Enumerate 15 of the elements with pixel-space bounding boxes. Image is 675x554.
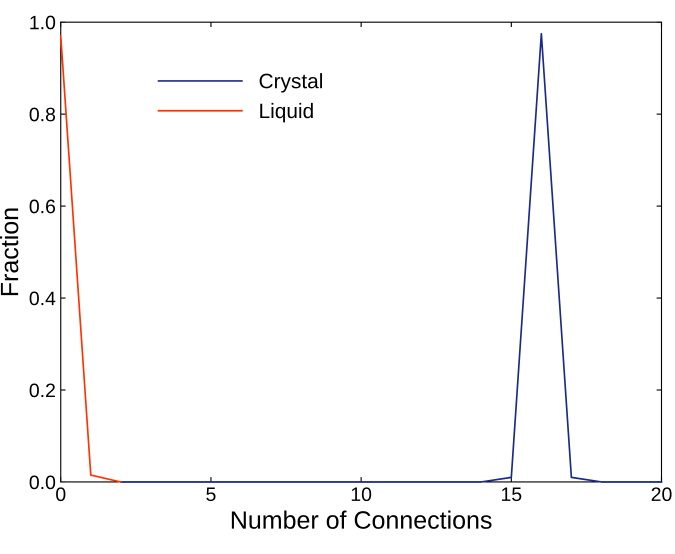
legend-label: Crystal: [260, 73, 322, 93]
y-tick-label: 0.8: [30, 108, 56, 122]
x-axis-title: Number of Connections: [232, 510, 492, 529]
y-axis-title: Fraction: [0, 208, 18, 296]
y-tick-label: 0.4: [30, 292, 56, 306]
y-tick-label: 0.6: [30, 200, 56, 214]
x-tick-label: 15: [502, 488, 522, 502]
x-tick-label: 0: [56, 487, 66, 502]
x-tick-label: 20: [652, 487, 672, 502]
y-tick-label: 0.0: [30, 475, 56, 490]
y-tick-label: 0.2: [30, 383, 55, 398]
x-tick-label: 10: [352, 487, 372, 502]
legend-label: Liquid: [260, 102, 313, 122]
y-tick-label: 1.0: [30, 16, 56, 30]
x-tick-label: 5: [206, 488, 216, 502]
